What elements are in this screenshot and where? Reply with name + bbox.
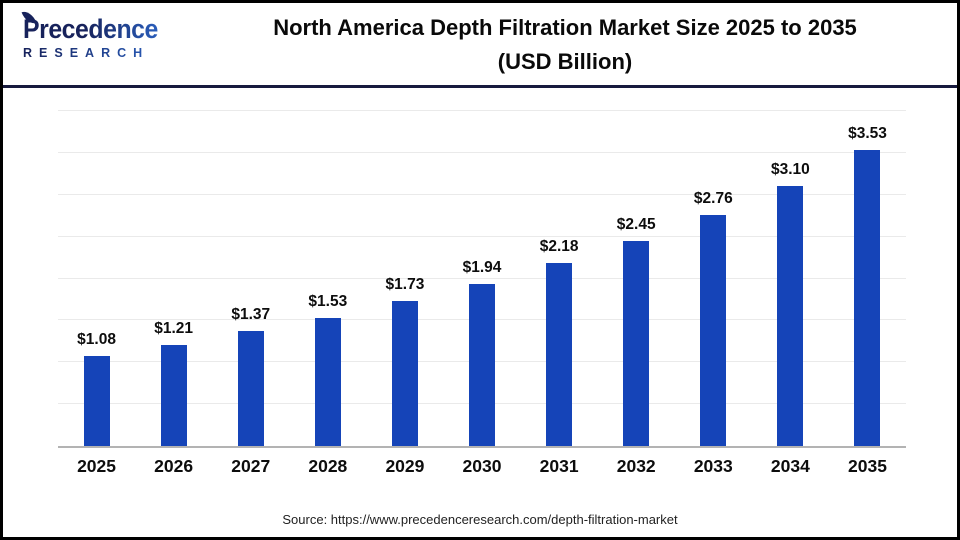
bar-2034 <box>777 186 804 446</box>
gridline <box>58 151 906 153</box>
bar-value-label-2033: $2.76 <box>693 189 733 207</box>
bar-2033 <box>700 214 727 446</box>
bar-column-2026: $1.21 2026 <box>135 111 212 476</box>
bar-column-2033: $2.76 2033 <box>675 111 752 476</box>
bar-column-2027: $1.37 2027 <box>212 111 289 476</box>
bar-value-label-2030: $1.94 <box>462 258 502 276</box>
chart-title: North America Depth Filtration Market Si… <box>188 11 942 79</box>
bar-2031 <box>546 263 573 446</box>
bar-value-label-2027: $1.37 <box>231 306 271 324</box>
chart-title-line1: North America Depth Filtration Market Si… <box>273 15 857 40</box>
x-axis-label-2029: 2029 <box>385 456 425 476</box>
bar-column-2031: $2.18 2031 <box>521 111 598 476</box>
x-axis-label-2034: 2034 <box>770 456 810 476</box>
x-axis-label-2027: 2027 <box>231 456 271 476</box>
bar-2029 <box>391 301 418 446</box>
bar-value-label-2028: $1.53 <box>308 292 348 310</box>
header-divider <box>3 85 957 88</box>
bar-column-2035: $3.53 2035 <box>829 111 906 476</box>
bar-value-label-2032: $2.45 <box>616 215 656 233</box>
bar-2028 <box>314 317 341 446</box>
source-line: Source: https://www.precedenceresearch.c… <box>282 512 678 527</box>
bar-value-label-2025: $1.08 <box>77 330 116 348</box>
bar-2030 <box>469 283 496 446</box>
bar-2032 <box>623 240 650 446</box>
x-axis-label-2035: 2035 <box>848 456 887 476</box>
bar-column-2029: $1.73 2029 <box>366 111 443 476</box>
bar-column-2032: $2.45 2032 <box>598 111 675 476</box>
bar-2025 <box>83 355 110 446</box>
chart-title-line2: (USD Billion) <box>497 49 633 74</box>
bar-2027 <box>237 331 264 446</box>
bar-value-label-2035: $3.53 <box>848 125 887 143</box>
bar-value-label-2029: $1.73 <box>385 276 425 294</box>
x-axis-label-2030: 2030 <box>462 456 502 476</box>
bar-chart-plot-area: $1.08 2025 $1.21 2026 $1.37 2027 $1.53 2028 $1.7… <box>58 110 906 476</box>
bar-column-2030: $1.94 2030 <box>443 111 520 476</box>
precedence-research-logo: Precedence RESEARCH <box>21 8 213 61</box>
gridline <box>58 110 906 111</box>
bar-2035 <box>854 150 881 446</box>
bar-column-2025: $1.08 2025 <box>58 111 135 476</box>
bar-value-label-2034: $3.10 <box>770 161 810 179</box>
x-axis-label-2033: 2033 <box>693 456 733 476</box>
x-axis-label-2026: 2026 <box>154 456 194 476</box>
bar-column-2034: $3.10 2034 <box>752 111 829 476</box>
header: Precedence RESEARCH North America Depth … <box>3 3 957 85</box>
logo-subtitle: RESEARCH <box>23 45 213 61</box>
x-axis-label-2025: 2025 <box>77 456 117 476</box>
logo-wordmark: Precedence <box>23 14 198 44</box>
x-axis-label-2028: 2028 <box>308 456 348 476</box>
gridline <box>58 193 906 195</box>
bar-value-label-2026: $1.21 <box>154 319 194 337</box>
bar-column-2028: $1.53 2028 <box>289 111 366 476</box>
x-axis-label-2031: 2031 <box>539 456 579 476</box>
bar-value-label-2031: $2.18 <box>539 238 579 256</box>
x-axis-label-2032: 2032 <box>616 456 656 476</box>
gridline <box>58 277 906 279</box>
bar-2026 <box>160 344 187 446</box>
gridline <box>58 235 906 237</box>
